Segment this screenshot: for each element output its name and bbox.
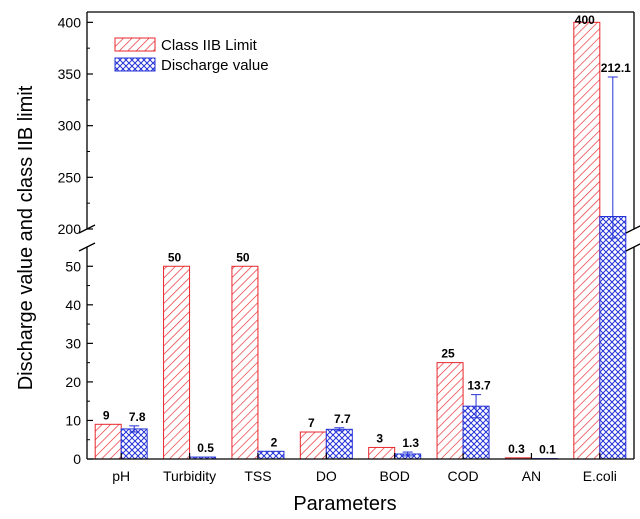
axis-break-mark: [78, 242, 96, 252]
y-tick-label: 300: [58, 118, 82, 134]
y-tick-label: 350: [58, 66, 82, 82]
bar-limit-ph: [94, 423, 122, 460]
bar-discharge-do: [325, 428, 353, 460]
y-tick-label: 40: [65, 297, 81, 313]
data-label: 0.3: [508, 442, 525, 456]
y-axis-title: Discharge value and class IIB limit: [15, 85, 37, 390]
y-tick-label: 20: [65, 374, 81, 390]
data-label: 1.3: [402, 436, 419, 450]
data-label: 212.1: [601, 61, 631, 75]
x-tick-label: DO: [316, 468, 337, 484]
x-tick-label: E.coli: [583, 468, 617, 484]
x-tick-label: BOD: [380, 468, 410, 484]
data-label: 9: [103, 408, 110, 422]
bar-limit-cod: [436, 362, 464, 460]
y-tick-label: 0: [73, 451, 81, 467]
y-tick-label: 30: [65, 335, 81, 351]
data-label: 3: [376, 431, 383, 445]
bar-limit-bod: [368, 446, 396, 460]
data-label: 13.7: [467, 379, 491, 393]
bar-discharge-tss: [257, 450, 285, 460]
legend: Class IIB Limit Discharge value: [114, 37, 269, 74]
axis-break-mark: [625, 243, 640, 252]
y-tick-label: 10: [65, 412, 81, 428]
x-tick-label: pH: [112, 468, 130, 484]
data-label: 0.1: [539, 443, 556, 457]
legend-swatch-limit: [114, 37, 156, 52]
y-tick-label: 400: [58, 14, 82, 30]
y-tick-label: 200: [58, 221, 82, 237]
bar-limit-turbidity: [163, 265, 191, 460]
legend-swatch-discharge: [114, 57, 156, 72]
axis-break-mark: [625, 225, 640, 234]
bar-limit-ecoli: [573, 21, 601, 460]
data-label: 50: [236, 250, 250, 264]
bar-limit-tss: [231, 265, 259, 460]
x-tick-label: Turbidity: [163, 468, 216, 484]
data-label: 2: [271, 435, 278, 449]
bar-discharge-ecoli: [599, 215, 627, 460]
x-tick-label: TSS: [244, 468, 271, 484]
plot-area: 9 7.8 pH 50 0.5 Turbidity 50 2 TSS 7 7.7 DO 3 1.3 BOD 2…: [58, 11, 640, 484]
data-label: 50: [168, 250, 182, 264]
legend-label: Discharge value: [161, 57, 269, 74]
legend-label: Class IIB Limit: [161, 37, 258, 54]
y-tick-label: 50: [65, 258, 81, 274]
data-label: 7.8: [129, 410, 146, 424]
data-label: 7: [308, 416, 315, 430]
data-label: 0.5: [197, 441, 214, 455]
y-tick-label: 250: [58, 169, 82, 185]
bar-discharge-ph: [120, 428, 148, 460]
bar-limit-do: [299, 431, 327, 460]
x-tick-label: AN: [522, 468, 541, 484]
x-axis-title: Parameters: [293, 493, 396, 515]
data-label: 400: [575, 13, 595, 27]
data-label: 25: [441, 347, 455, 361]
data-label: 7.7: [334, 412, 351, 426]
x-tick-label: COD: [448, 468, 479, 484]
